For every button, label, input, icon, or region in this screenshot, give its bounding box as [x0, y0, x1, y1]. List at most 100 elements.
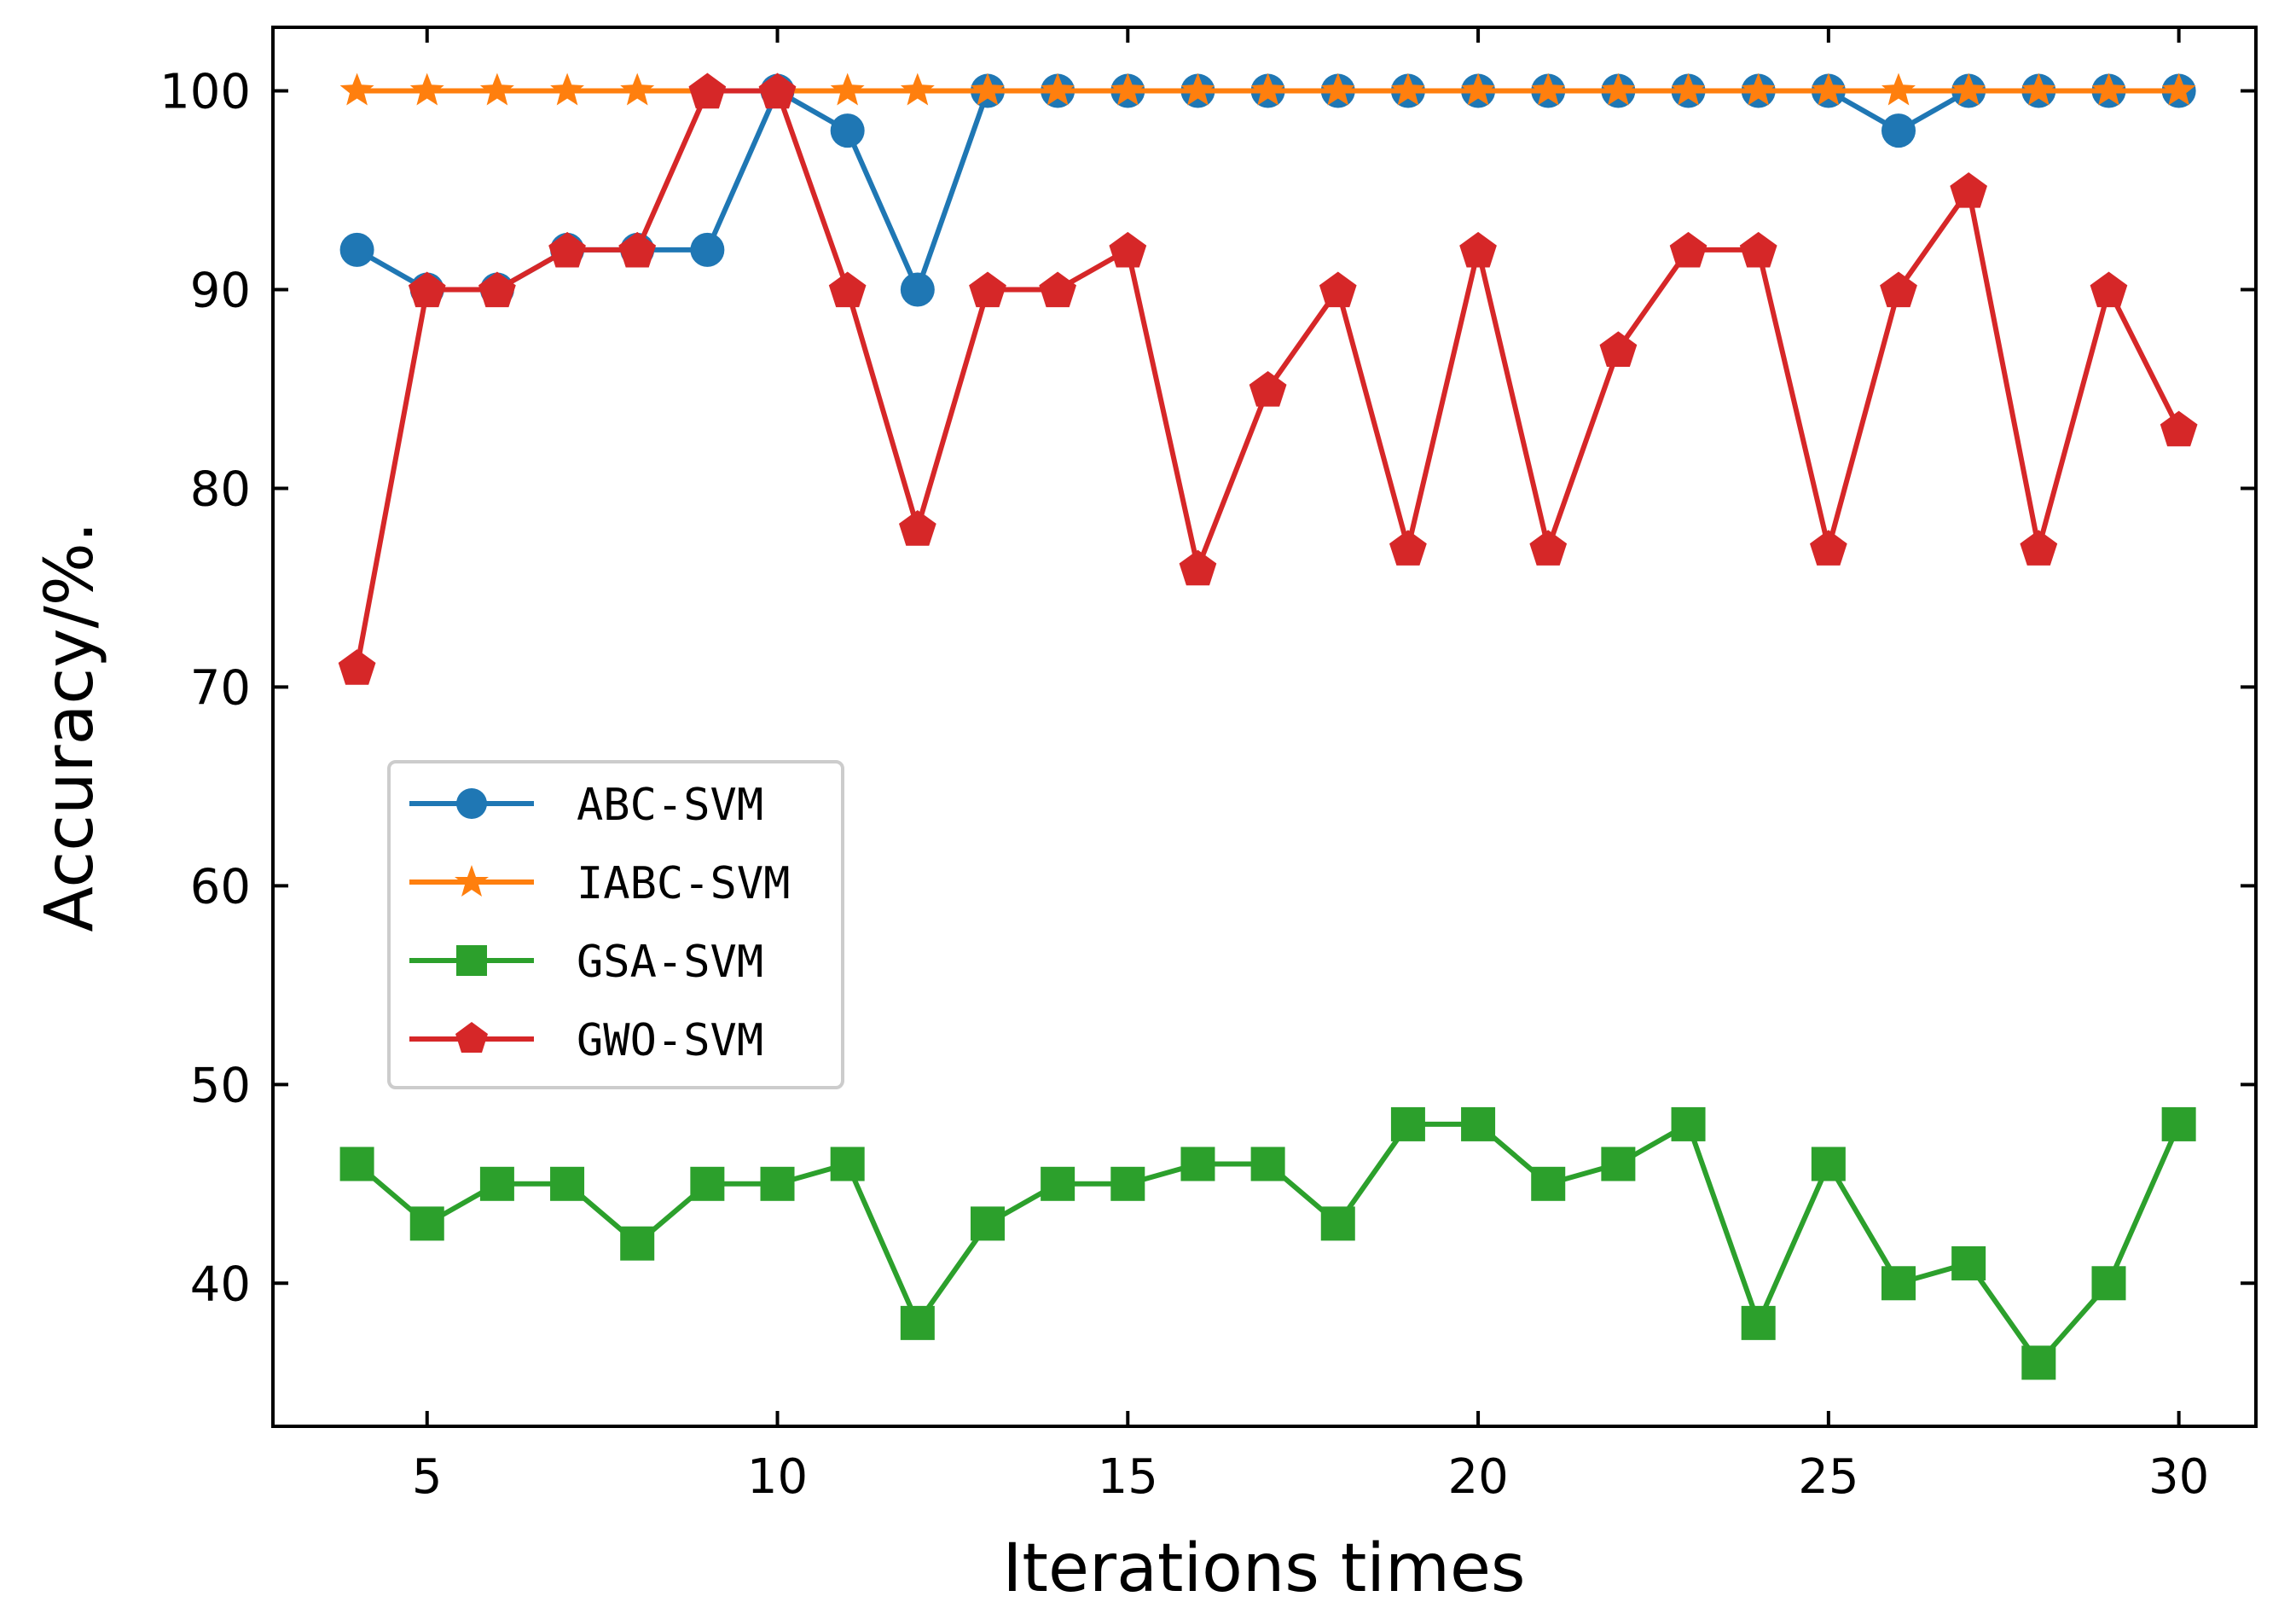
legend-label-gwo-svm: GWO-SVM [577, 1015, 763, 1066]
data-point-gwo-svm [2020, 530, 2058, 566]
legend-marker-star-icon [455, 865, 489, 897]
legend: ABC-SVM IABC-SVM GSA-SVM GWO-SVM [387, 760, 844, 1089]
data-point-gsa-svm [2021, 1345, 2056, 1380]
data-point-gwo-svm [408, 271, 446, 308]
data-point-iabc-svm [479, 73, 514, 106]
data-point-gwo-svm [2090, 271, 2128, 308]
data-point-iabc-svm [1531, 73, 1566, 106]
data-point-iabc-svm [1390, 73, 1425, 106]
data-point-iabc-svm [1320, 73, 1355, 106]
legend-label-iabc-svm: IABC-SVM [577, 858, 790, 909]
data-point-gwo-svm [1810, 530, 1847, 566]
data-point-abc-svm [1881, 113, 1916, 148]
data-point-gsa-svm [1180, 1146, 1215, 1181]
data-point-gsa-svm [900, 1305, 935, 1340]
data-point-gwo-svm [1739, 231, 1777, 268]
data-point-gsa-svm [2161, 1106, 2196, 1141]
y-tick-label: 90 [190, 264, 251, 319]
data-point-gwo-svm [478, 271, 516, 308]
data-point-gwo-svm [1319, 271, 1357, 308]
data-point-gsa-svm [830, 1146, 865, 1181]
data-point-iabc-svm [1180, 73, 1215, 106]
legend-label-abc-svm: ABC-SVM [577, 780, 763, 831]
legend-entry-gwo-svm: GWO-SVM [409, 1015, 763, 1066]
data-point-gsa-svm [1811, 1146, 1846, 1181]
data-point-gwo-svm [1669, 231, 1708, 268]
data-point-iabc-svm [1250, 73, 1285, 106]
data-point-iabc-svm [2091, 73, 2126, 106]
data-point-gsa-svm [690, 1166, 725, 1201]
data-point-gsa-svm [1601, 1146, 1636, 1181]
data-point-gsa-svm [1110, 1166, 1145, 1201]
data-point-iabc-svm [1741, 73, 1776, 106]
data-point-gsa-svm [970, 1206, 1005, 1241]
data-point-gsa-svm [409, 1206, 444, 1241]
data-point-gwo-svm [618, 231, 657, 268]
y-axis-title: Accuracy/%. [32, 521, 108, 932]
data-point-gsa-svm [1671, 1106, 1706, 1141]
data-point-iabc-svm [1041, 73, 1076, 106]
series-abc-svm [339, 73, 2196, 307]
legend-label-gsa-svm: GSA-SVM [577, 937, 763, 988]
legend-entry-iabc-svm: IABC-SVM [409, 858, 790, 909]
data-point-iabc-svm [1881, 73, 1916, 106]
x-tick-label: 20 [1447, 1449, 1508, 1505]
data-point-gwo-svm [1459, 231, 1497, 268]
data-point-gsa-svm [1320, 1206, 1355, 1241]
series-layer [338, 73, 2198, 1380]
legend-marker-pentagon-icon [455, 1022, 488, 1053]
data-point-iabc-svm [409, 73, 444, 106]
data-point-gsa-svm [339, 1146, 374, 1181]
plot-frame [271, 26, 2258, 1428]
data-point-iabc-svm [1671, 73, 1706, 106]
data-point-gwo-svm [899, 510, 936, 546]
data-point-abc-svm [690, 232, 725, 267]
legend-entry-gsa-svm: GSA-SVM [409, 937, 763, 988]
data-point-gsa-svm [1041, 1166, 1076, 1201]
data-point-iabc-svm [1811, 73, 1846, 106]
data-point-gwo-svm [2160, 410, 2198, 447]
data-point-gwo-svm [548, 231, 586, 268]
data-point-gwo-svm [1179, 549, 1217, 586]
data-point-abc-svm [339, 232, 374, 267]
data-point-abc-svm [900, 272, 935, 307]
legend-marker-circle-icon [456, 788, 487, 819]
data-point-gsa-svm [550, 1166, 585, 1201]
data-point-gsa-svm [1741, 1305, 1776, 1340]
data-point-gsa-svm [760, 1166, 795, 1201]
data-point-gwo-svm [1599, 331, 1638, 367]
data-point-gwo-svm [1039, 271, 1076, 308]
data-point-iabc-svm [620, 73, 655, 106]
legend-entry-abc-svm: ABC-SVM [409, 780, 763, 831]
data-point-iabc-svm [339, 73, 374, 106]
x-tick-label: 30 [2148, 1449, 2209, 1505]
data-point-iabc-svm [1601, 73, 1636, 106]
data-point-iabc-svm [2161, 73, 2196, 106]
data-point-iabc-svm [2021, 73, 2056, 106]
data-point-iabc-svm [1461, 73, 1495, 106]
data-point-gsa-svm [479, 1166, 514, 1201]
data-point-iabc-svm [550, 73, 584, 106]
x-tick-label: 15 [1098, 1449, 1158, 1505]
data-point-gwo-svm [758, 73, 797, 109]
legend-marker-square-icon [456, 945, 487, 976]
data-point-gwo-svm [1249, 371, 1287, 407]
data-point-gsa-svm [620, 1226, 655, 1261]
data-point-gwo-svm [338, 649, 376, 685]
data-point-gsa-svm [2091, 1266, 2126, 1301]
y-tick-label: 50 [190, 1058, 251, 1113]
data-point-gwo-svm [688, 73, 727, 109]
data-point-iabc-svm [830, 73, 865, 106]
data-point-gsa-svm [1390, 1106, 1425, 1141]
data-point-gwo-svm [1389, 530, 1427, 566]
axis-ticks: 5 10 15 20 25 30 40 50 60 70 80 90 100 [159, 27, 2256, 1505]
y-tick-label: 70 [190, 660, 251, 716]
data-point-iabc-svm [1110, 73, 1145, 106]
data-point-gwo-svm [828, 271, 867, 308]
y-tick-label: 60 [190, 859, 251, 914]
series-gsa-svm [339, 1106, 2196, 1380]
y-tick-label: 100 [159, 65, 251, 120]
data-point-gwo-svm [1109, 231, 1147, 268]
data-point-gsa-svm [1531, 1166, 1566, 1201]
